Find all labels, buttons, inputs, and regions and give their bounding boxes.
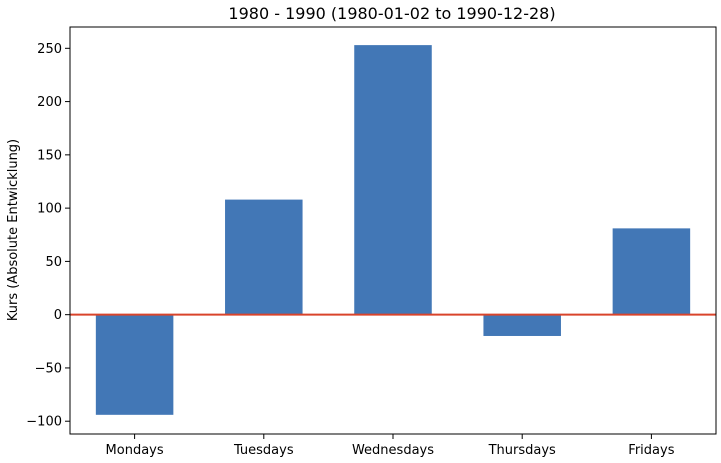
bar-wednesdays: [354, 45, 432, 315]
x-tick-label: Fridays: [628, 443, 674, 458]
y-tick-label: 250: [37, 42, 62, 57]
bar-tuesdays: [225, 199, 303, 315]
x-tick-label: Wednesdays: [352, 443, 434, 458]
y-tick-label: 100: [37, 202, 62, 217]
y-tick-label: 50: [45, 255, 62, 270]
bar-fridays: [612, 228, 691, 315]
x-tick-label: Thursdays: [488, 443, 556, 458]
bar-mondays: [95, 314, 174, 415]
x-tick-label: Mondays: [106, 443, 164, 458]
y-axis-label: Kurs (Absolute Entwicklung): [6, 139, 21, 321]
y-tick-label: −100: [26, 415, 62, 430]
y-tick-label: 0: [54, 308, 62, 323]
y-tick-label: −50: [35, 361, 62, 376]
y-tick-label: 200: [37, 95, 62, 110]
plot-frame: [69, 26, 717, 435]
x-tick-label: Tuesdays: [233, 443, 294, 458]
bar-thursdays: [483, 314, 561, 336]
bars-group: [95, 45, 691, 415]
x-axis-ticks: Mondays Tuesdays Wednesdays Thursdays Friday…: [106, 434, 675, 458]
chart-title: 1980 - 1990 (1980-01-02 to 1990-12-28): [228, 4, 555, 23]
y-tick-label: 150: [37, 148, 62, 163]
y-axis-ticks: −100 −50 0 50 100 150 200 250: [26, 42, 70, 430]
